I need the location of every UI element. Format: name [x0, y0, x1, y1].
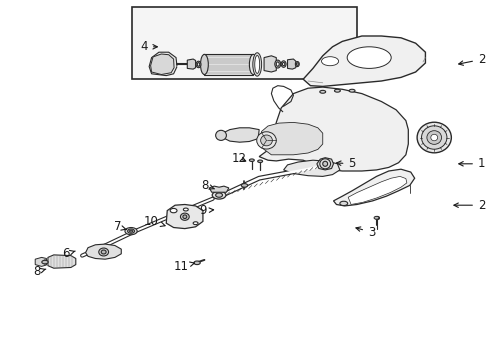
- Ellipse shape: [125, 228, 137, 235]
- Ellipse shape: [193, 222, 198, 225]
- Polygon shape: [260, 122, 322, 155]
- Polygon shape: [287, 59, 295, 69]
- Polygon shape: [283, 160, 339, 176]
- Ellipse shape: [346, 47, 390, 68]
- Polygon shape: [48, 255, 76, 268]
- Ellipse shape: [249, 54, 257, 75]
- Ellipse shape: [274, 60, 280, 68]
- Polygon shape: [35, 257, 46, 266]
- Ellipse shape: [339, 201, 347, 206]
- Ellipse shape: [430, 134, 437, 141]
- Ellipse shape: [260, 135, 272, 146]
- Ellipse shape: [348, 89, 354, 92]
- Ellipse shape: [295, 62, 299, 67]
- Ellipse shape: [296, 63, 298, 66]
- Polygon shape: [347, 176, 406, 204]
- Ellipse shape: [196, 61, 201, 68]
- Text: 12: 12: [232, 152, 246, 165]
- Text: 2: 2: [453, 199, 485, 212]
- Polygon shape: [187, 59, 195, 69]
- Ellipse shape: [373, 216, 378, 219]
- Ellipse shape: [256, 132, 276, 149]
- Text: 8: 8: [201, 179, 214, 192]
- Polygon shape: [303, 36, 425, 86]
- Text: 10: 10: [144, 215, 165, 228]
- Text: 4: 4: [140, 40, 157, 53]
- Text: 1: 1: [458, 157, 485, 170]
- Ellipse shape: [41, 260, 48, 264]
- Polygon shape: [149, 52, 177, 76]
- Ellipse shape: [257, 160, 262, 162]
- Ellipse shape: [282, 63, 284, 66]
- Ellipse shape: [276, 62, 279, 66]
- Ellipse shape: [319, 90, 325, 93]
- Bar: [132, 7, 356, 79]
- Ellipse shape: [200, 54, 208, 75]
- Text: 6: 6: [62, 247, 75, 260]
- Text: 5: 5: [336, 157, 355, 170]
- Polygon shape: [316, 158, 333, 170]
- Polygon shape: [166, 204, 203, 229]
- Ellipse shape: [241, 184, 247, 187]
- Ellipse shape: [197, 63, 200, 66]
- Ellipse shape: [252, 53, 261, 76]
- Ellipse shape: [127, 229, 134, 233]
- Text: 8: 8: [33, 265, 46, 278]
- Ellipse shape: [170, 208, 177, 213]
- Polygon shape: [85, 244, 121, 259]
- Ellipse shape: [215, 193, 222, 197]
- Ellipse shape: [212, 191, 225, 199]
- Ellipse shape: [254, 55, 259, 73]
- Text: 7: 7: [113, 220, 126, 233]
- Ellipse shape: [319, 159, 330, 169]
- Ellipse shape: [101, 250, 106, 254]
- Polygon shape: [150, 54, 174, 75]
- Text: 11: 11: [173, 260, 194, 273]
- Ellipse shape: [99, 248, 108, 256]
- Polygon shape: [259, 87, 407, 171]
- Ellipse shape: [183, 215, 186, 219]
- Polygon shape: [264, 56, 276, 72]
- Ellipse shape: [281, 61, 285, 67]
- Ellipse shape: [426, 131, 441, 144]
- Bar: [204, 54, 253, 75]
- Ellipse shape: [421, 126, 446, 149]
- Ellipse shape: [321, 57, 338, 66]
- Ellipse shape: [193, 261, 200, 265]
- Ellipse shape: [249, 159, 254, 161]
- Text: 2: 2: [458, 53, 485, 66]
- Polygon shape: [209, 186, 228, 192]
- Polygon shape: [222, 128, 259, 142]
- Text: 3: 3: [355, 226, 375, 239]
- Polygon shape: [333, 169, 414, 206]
- Ellipse shape: [129, 230, 132, 232]
- Ellipse shape: [334, 89, 340, 92]
- Ellipse shape: [180, 213, 189, 220]
- Text: 9: 9: [199, 204, 213, 217]
- Ellipse shape: [416, 122, 450, 153]
- Ellipse shape: [215, 130, 226, 140]
- Ellipse shape: [322, 161, 327, 166]
- Ellipse shape: [183, 208, 188, 211]
